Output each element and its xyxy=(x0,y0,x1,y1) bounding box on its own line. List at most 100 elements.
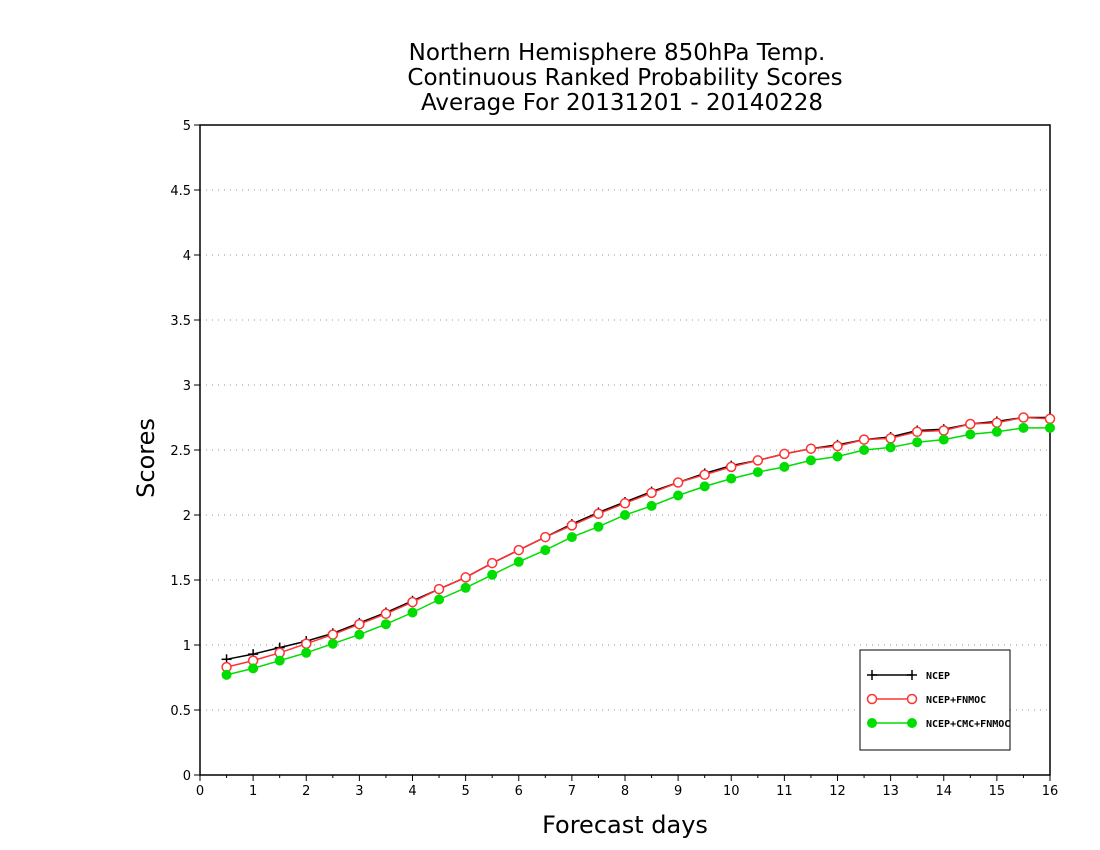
x-tick-label: 1 xyxy=(249,784,257,799)
data-point xyxy=(885,433,896,444)
legend-item: NCEP+FNMOC xyxy=(866,693,986,706)
data-point xyxy=(991,426,1002,437)
x-tick-label: 13 xyxy=(882,784,899,799)
x-axis-ticks: 0 1 2 3 4 5 6 7 8 9 10 11 12 13 14 15 16 xyxy=(196,775,1058,799)
data-point xyxy=(301,638,312,649)
data-point xyxy=(434,594,445,605)
data-point xyxy=(540,545,551,556)
data-point xyxy=(805,455,816,466)
x-tick-label: 3 xyxy=(355,784,363,799)
x-tick-label: 0 xyxy=(196,784,204,799)
legend-label: NCEP+CMC+FNMOC xyxy=(926,719,1010,730)
x-tick-label: 6 xyxy=(515,784,523,799)
grid-lines xyxy=(200,189,1050,711)
series-group xyxy=(221,412,1056,680)
legend-marker xyxy=(866,693,878,705)
data-point xyxy=(327,629,339,640)
data-point xyxy=(354,629,365,640)
series-line xyxy=(226,427,1050,676)
y-tick-label: 4 xyxy=(183,249,191,264)
data-point xyxy=(248,663,259,674)
title-line-2: Continuous Ranked Probability Scores xyxy=(407,65,842,91)
series-line xyxy=(226,416,1050,661)
x-tick-label: 14 xyxy=(935,784,952,799)
y-tick-label: 3 xyxy=(183,379,191,394)
x-tick-label: 7 xyxy=(568,784,576,799)
data-point xyxy=(752,467,763,478)
data-point xyxy=(832,440,843,452)
data-point xyxy=(354,618,365,630)
x-tick-label: 16 xyxy=(1042,784,1059,799)
title-line-3: Average For 20131201 - 20140228 xyxy=(421,90,823,116)
legend-box xyxy=(859,649,1011,751)
x-tick-label: 12 xyxy=(829,784,846,799)
y-tick-label: 2 xyxy=(183,509,191,524)
data-point xyxy=(912,437,923,448)
data-point xyxy=(433,583,445,595)
data-point xyxy=(593,508,604,519)
legend-label: NCEP+FNMOC xyxy=(926,695,986,706)
x-tick-label: 9 xyxy=(674,784,682,799)
data-point xyxy=(752,455,764,466)
x-tick-label: 5 xyxy=(461,784,469,799)
x-axis-label: Forecast days xyxy=(542,811,708,839)
data-point xyxy=(779,461,790,472)
data-point xyxy=(620,510,630,520)
x-tick-label: 8 xyxy=(621,784,629,799)
data-point xyxy=(965,418,976,430)
legend-marker xyxy=(867,718,877,728)
data-point xyxy=(885,442,896,453)
y-tick-label: 2.5 xyxy=(170,444,191,459)
data-point xyxy=(938,434,949,445)
data-point xyxy=(1044,413,1056,425)
data-point xyxy=(726,461,737,473)
x-tick-label: 4 xyxy=(408,784,416,799)
data-point xyxy=(460,582,471,593)
legend: NCEP NCEP+FNMOC NCEP+CMC+FNMOC xyxy=(859,649,1011,751)
series-line xyxy=(226,416,1051,668)
data-point xyxy=(407,607,418,618)
data-point xyxy=(566,532,577,543)
data-point xyxy=(911,426,923,438)
y-axis-label: Scores xyxy=(132,418,160,498)
legend-marker xyxy=(906,693,918,705)
chart-title: Northern Hemisphere 850hPa Temp. Continu… xyxy=(407,40,842,116)
data-point xyxy=(673,490,684,501)
data-point xyxy=(938,425,949,436)
data-point xyxy=(699,469,710,480)
data-point xyxy=(832,451,843,462)
data-point xyxy=(593,521,604,532)
data-point xyxy=(1045,422,1055,433)
data-point xyxy=(859,445,870,455)
data-point xyxy=(726,473,737,484)
y-tick-label: 1 xyxy=(183,639,191,654)
data-point xyxy=(965,429,976,440)
data-point xyxy=(646,487,657,499)
data-point xyxy=(991,417,1003,428)
data-point xyxy=(460,572,471,583)
data-point xyxy=(513,556,524,567)
y-tick-label: 1.5 xyxy=(170,574,191,589)
data-point xyxy=(513,544,524,556)
x-tick-label: 10 xyxy=(723,784,740,799)
data-point xyxy=(301,647,312,658)
legend-item: NCEP xyxy=(867,670,950,682)
data-point xyxy=(380,619,391,630)
y-tick-label: 0.5 xyxy=(170,704,191,719)
y-axis-ticks: 0 0.5 1 1.5 2 2.5 3 3.5 4 4.5 5 xyxy=(170,119,200,784)
legend-marker xyxy=(907,718,917,728)
y-tick-label: 3.5 xyxy=(170,314,191,329)
data-point xyxy=(566,520,578,531)
title-line-1: Northern Hemisphere 850hPa Temp. xyxy=(409,40,826,66)
y-tick-label: 4.5 xyxy=(170,184,191,199)
legend-label: NCEP xyxy=(926,671,950,682)
data-point xyxy=(805,443,817,454)
data-point xyxy=(672,477,684,488)
series-2 xyxy=(221,412,1056,673)
data-point xyxy=(1018,422,1029,433)
y-tick-label: 0 xyxy=(183,769,191,784)
data-point xyxy=(407,596,418,608)
data-point xyxy=(646,500,657,511)
series-3 xyxy=(221,422,1055,680)
